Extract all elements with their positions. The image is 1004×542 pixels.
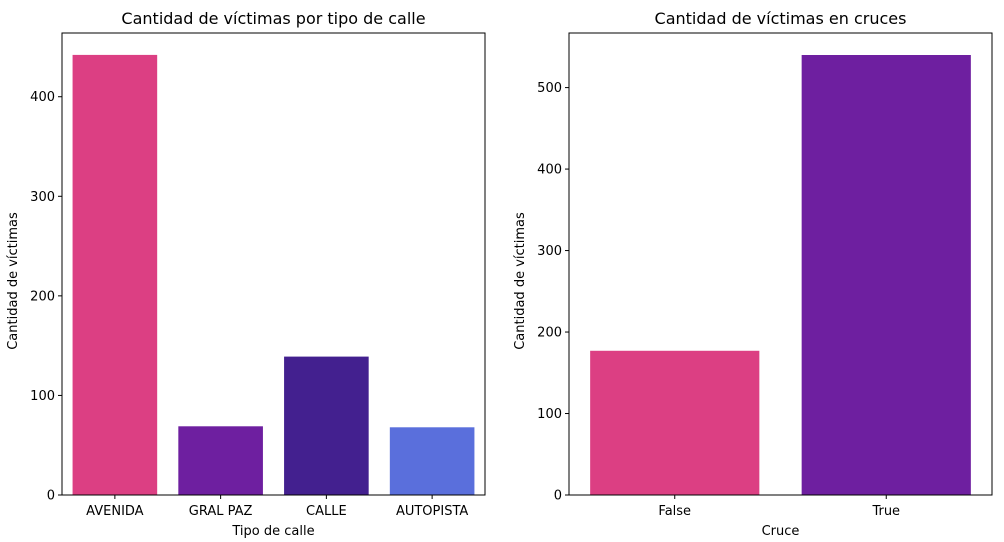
y-tick-label: 0 (47, 489, 55, 504)
y-tick-label: 100 (537, 407, 562, 422)
x-tick-label: False (658, 504, 691, 519)
x-tick-label: AUTOPISTA (396, 504, 468, 519)
y-tick-label: 400 (537, 163, 562, 178)
bar-calle (284, 356, 369, 495)
bar-false (590, 350, 760, 495)
y-tick-label: 200 (30, 289, 55, 304)
chart-title: Cantidad de víctimas por tipo de calle (121, 9, 425, 28)
x-tick-label: CALLE (306, 504, 347, 519)
x-axis-label: Cruce (762, 524, 800, 539)
x-axis-label: Tipo de calle (231, 524, 314, 539)
y-tick-label: 300 (30, 190, 55, 205)
y-tick-label: 0 (554, 489, 562, 504)
bar-gral-paz (178, 426, 263, 495)
y-tick-label: 100 (30, 389, 55, 404)
bar-true (801, 55, 971, 495)
y-tick-label: 400 (30, 90, 55, 105)
chart-title: Cantidad de víctimas en cruces (655, 9, 907, 28)
axes-frame (568, 32, 993, 496)
y-axis-label: Cantidad de víctimas (6, 212, 21, 350)
y-tick-label: 300 (537, 244, 562, 259)
bar-avenida (72, 54, 158, 495)
y-tick-label: 200 (537, 326, 562, 341)
bar-autopista (389, 427, 475, 495)
y-tick-label: 500 (537, 81, 562, 96)
y-axis-label: Cantidad de víctimas (513, 212, 528, 350)
x-tick-label: AVENIDA (86, 504, 144, 519)
axes-frame (61, 32, 486, 496)
x-tick-label: GRAL PAZ (189, 504, 253, 519)
x-tick-label: True (871, 504, 900, 519)
